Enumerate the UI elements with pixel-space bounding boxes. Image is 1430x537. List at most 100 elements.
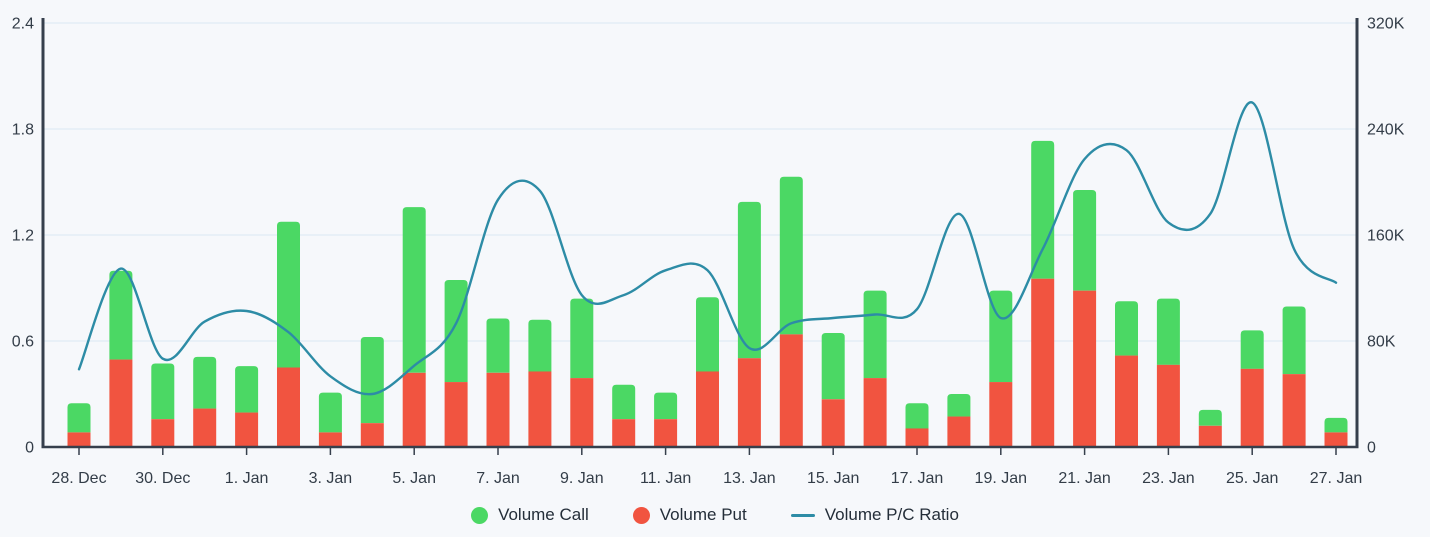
volume-call-bar[interactable] (570, 298, 594, 379)
volume-put-bar[interactable] (696, 371, 719, 447)
volume-call-bar[interactable] (109, 270, 133, 360)
right-axis-tick-label: 80K (1367, 334, 1396, 351)
volume-put-bar[interactable] (947, 416, 971, 447)
volume-call-bar[interactable] (1324, 417, 1348, 433)
volume-put-bar[interactable] (235, 412, 259, 447)
x-axis-tick-label: 3. Jan (309, 470, 353, 487)
volume-put-bar[interactable] (612, 419, 636, 447)
volume-call-bar[interactable] (654, 392, 678, 420)
volume-call-bar[interactable] (1115, 301, 1138, 356)
volume-put-bar[interactable] (318, 432, 342, 447)
volume-put-bar[interactable] (570, 378, 594, 447)
volume-put-bar[interactable] (905, 428, 929, 447)
volume-put-bar[interactable] (67, 432, 91, 447)
volume-put-bar[interactable] (1031, 278, 1055, 447)
volume-call-bar[interactable] (905, 403, 929, 429)
volume-put-swatch-icon (632, 506, 650, 524)
right-axis-tick-label: 0 (1367, 440, 1376, 457)
volume-put-bar[interactable] (528, 371, 552, 447)
volume-call-bar[interactable] (1198, 409, 1222, 426)
x-axis-tick-label: 5. Jan (392, 470, 436, 487)
volume-put-bar[interactable] (402, 372, 426, 447)
x-axis-tick-label: 15. Jan (807, 470, 859, 487)
volume-put-bar[interactable] (1324, 432, 1348, 447)
x-axis-tick-label: 7. Jan (476, 470, 520, 487)
volume-call-bar[interactable] (779, 176, 803, 335)
left-axis-tick-label: 2.4 (12, 16, 34, 33)
volume-call-bar[interactable] (696, 297, 719, 372)
volume-call-bar[interactable] (277, 221, 300, 368)
legend-item-volume-put[interactable]: Volume Put (632, 505, 747, 525)
volume-put-bar[interactable] (486, 372, 510, 447)
volume-put-bar[interactable] (109, 359, 133, 447)
volume-call-bar[interactable] (863, 290, 887, 379)
volume-call-bar[interactable] (1031, 140, 1055, 279)
volume-call-bar[interactable] (528, 319, 552, 372)
volume-call-bar[interactable] (444, 280, 468, 383)
x-axis-tick-label: 9. Jan (560, 470, 604, 487)
right-axis-tick-label: 320K (1367, 16, 1405, 33)
volume-put-bar[interactable] (360, 423, 384, 447)
x-axis-tick-label: 1. Jan (225, 470, 269, 487)
volume-put-bar[interactable] (1073, 290, 1097, 447)
volume-call-bar[interactable] (318, 392, 342, 433)
volume-call-swatch-icon (471, 506, 489, 524)
volume-put-bar[interactable] (1115, 355, 1138, 447)
volume-call-bar[interactable] (235, 366, 259, 413)
pc-ratio-line[interactable] (77, 101, 1338, 396)
x-axis-tick-label: 11. Jan (640, 470, 691, 487)
volume-put-bar[interactable] (151, 419, 175, 447)
chart-plot-area: 0 0.6 1.2 1.8 2.4 0 80K 160K 240K 320K 28. Dec 30. … (12, 16, 1405, 488)
legend-label-pc-ratio: Volume P/C Ratio (824, 505, 959, 524)
volume-put-bar[interactable] (654, 419, 678, 447)
volume-put-bar[interactable] (821, 399, 845, 447)
x-axis-tick-label: 17. Jan (891, 470, 943, 487)
volume-put-bar[interactable] (737, 358, 761, 447)
volume-call-bar[interactable] (1156, 298, 1180, 365)
volume-put-bar[interactable] (863, 378, 887, 447)
legend-label-volume-call: Volume Call (498, 505, 589, 524)
volume-call-bar[interactable] (821, 333, 845, 400)
volume-call-bar[interactable] (612, 384, 636, 420)
x-axis-tick-label: 23. Jan (1142, 470, 1194, 487)
volume-call-bar[interactable] (360, 337, 384, 424)
volume-put-bar[interactable] (1240, 368, 1264, 447)
volume-put-bar[interactable] (1156, 364, 1180, 447)
volume-call-bar[interactable] (947, 394, 971, 417)
legend-item-pc-ratio[interactable]: Volume P/C Ratio (790, 505, 959, 525)
left-axis-tick-label: 1.2 (12, 228, 34, 245)
volume-put-bar[interactable] (1282, 374, 1306, 447)
legend-label-volume-put: Volume Put (659, 505, 747, 524)
chart-legend: Volume Call Volume Put Volume P/C Ratio (0, 495, 1430, 535)
x-axis-tick-label: 25. Jan (1226, 470, 1278, 487)
volume-call-bar[interactable] (402, 207, 426, 373)
volume-call-bar[interactable] (151, 363, 175, 420)
x-axis-tick-label: 28. Dec (51, 470, 106, 487)
left-axis-tick-label: 1.8 (12, 122, 34, 139)
volume-call-bar[interactable] (1282, 306, 1306, 375)
right-axis-tick-label: 240K (1367, 122, 1405, 139)
pc-ratio-swatch-icon (790, 513, 815, 517)
volume-call-bar[interactable] (1240, 330, 1264, 369)
x-axis-tick-label: 27. Jan (1310, 470, 1362, 487)
volume-put-bar[interactable] (989, 382, 1013, 447)
x-axis-tick-label: 21. Jan (1058, 470, 1110, 487)
volume-put-bar[interactable] (277, 367, 300, 448)
volume-call-bar[interactable] (737, 201, 761, 359)
x-axis-tick-label: 19. Jan (975, 470, 1027, 487)
left-axis-tick-label: 0 (25, 440, 34, 457)
volume-put-bar[interactable] (779, 334, 803, 447)
volume-call-bar[interactable] (193, 356, 217, 409)
volume-call-bar[interactable] (1073, 189, 1097, 291)
right-axis-tick-label: 160K (1367, 228, 1405, 245)
volume-put-bar[interactable] (1198, 425, 1222, 447)
left-axis-tick-label: 0.6 (12, 334, 34, 351)
volume-call-bar[interactable] (486, 318, 510, 373)
volume-put-bar[interactable] (193, 408, 217, 447)
volume-put-bar[interactable] (444, 382, 468, 447)
volume-call-bar[interactable] (67, 403, 91, 433)
volume-call-bar[interactable] (989, 290, 1013, 383)
x-axis-tick-label: 13. Jan (723, 470, 775, 487)
legend-item-volume-call[interactable]: Volume Call (471, 505, 589, 525)
